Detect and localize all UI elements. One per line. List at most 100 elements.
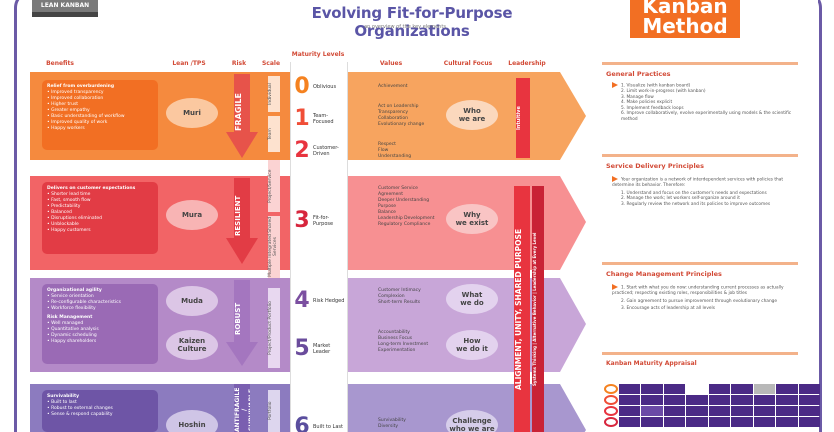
brand-line-1: Kanban xyxy=(642,0,728,18)
scale-project-service: Project/Service xyxy=(268,160,280,212)
benefit-item: • Greater empathy xyxy=(47,108,90,113)
benefit-item: • Balanced xyxy=(47,210,72,215)
cultural-oval-who: Who we are xyxy=(446,100,498,130)
value-item: Deeper Understanding xyxy=(378,198,430,203)
benefit-item: • Dynamic scheduling xyxy=(47,333,97,338)
cultural-oval-how: How we do it xyxy=(446,330,498,360)
maturity-name: Risk Hedged xyxy=(313,298,345,304)
logo-underline xyxy=(32,12,98,17)
maturity-number: 2 xyxy=(294,138,310,163)
risk-arrow-robust xyxy=(226,342,258,366)
section-rule xyxy=(602,262,798,265)
values-level-4: Customer Intimacy Complexion Short-term … xyxy=(378,288,421,306)
maturity-number: 0 xyxy=(294,74,310,99)
appraisal-cell xyxy=(663,384,686,394)
brand-line-2: Method xyxy=(642,14,728,38)
appraisal-cell xyxy=(686,417,708,427)
value-item: Accountability xyxy=(378,330,410,335)
benefit-item: • Improved transparency xyxy=(47,90,104,95)
appraisal-cell xyxy=(776,384,798,394)
col-values: Values xyxy=(379,60,403,67)
kanban-method-title: Kanban Method xyxy=(630,0,740,38)
appraisal-cell xyxy=(663,406,686,416)
col-benefits: Benefits xyxy=(46,60,74,67)
leadership-subtitle: Systems Thinking | Alternative Behavior … xyxy=(532,186,544,432)
appraisal-grid xyxy=(604,384,820,427)
appraisal-level-marker xyxy=(604,417,618,427)
side-panel xyxy=(596,0,818,432)
appraisal-cell xyxy=(776,417,798,427)
benefit-item: • Happy shareholders xyxy=(47,339,97,344)
value-item: Understanding xyxy=(378,154,412,159)
value-item: Balance xyxy=(378,210,396,215)
appraisal-cell xyxy=(731,395,753,405)
value-item: Business Focus xyxy=(378,336,413,341)
value-item: Short-term Results xyxy=(378,300,421,305)
benefit-item: • Sense & respond capability xyxy=(47,412,113,417)
benefit-item: • Service orientation xyxy=(47,294,94,299)
maturity-number: 3 xyxy=(294,208,310,233)
arrow-icon xyxy=(612,82,618,88)
appraisal-cell xyxy=(686,406,708,416)
appraisal-level-marker xyxy=(604,395,618,405)
value-item: Evolutionary change xyxy=(378,122,425,127)
appraisal-cell xyxy=(641,417,663,427)
maturity-number: 4 xyxy=(294,288,310,313)
arrow-icon xyxy=(612,284,618,290)
appraisal-cell xyxy=(641,395,663,405)
section-body-change: 1. Start with what you do now: understan… xyxy=(612,284,784,312)
maturity-level-4: 4 Risk Hedged xyxy=(293,290,347,312)
maturity-level-3: 3 Fit-for-Purpose xyxy=(293,210,347,232)
maturity-number: 1 xyxy=(294,106,310,131)
col-lean: Lean /TPS xyxy=(172,60,206,67)
value-item: Transparency xyxy=(378,110,409,115)
values-level-3: Customer Service Agreement Deeper Unders… xyxy=(378,186,434,228)
appraisal-cell xyxy=(708,406,731,416)
leadership-intuitive: Intuitive xyxy=(516,78,530,158)
appraisal-cell xyxy=(798,384,820,394)
appraisal-cell xyxy=(708,395,731,405)
values-level-6: Survivability Diversity xyxy=(378,418,406,430)
appraisal-cell xyxy=(663,395,686,405)
risk-label-antifragile: ANTIFRAGILE / SURVIVABLE xyxy=(234,388,250,432)
value-item: Agreement xyxy=(378,192,403,197)
maturity-level-1: 1 Team-Focused xyxy=(293,108,347,130)
maturity-name: Fit-for-Purpose xyxy=(313,215,334,227)
appraisal-cell xyxy=(686,395,708,405)
maturity-column xyxy=(290,62,348,432)
value-item: Experimentation xyxy=(378,348,416,353)
values-level-1: Act on Leadership Transparency Collabora… xyxy=(378,104,424,128)
appraisal-cell xyxy=(798,406,820,416)
scale-team: Team xyxy=(268,116,280,152)
maturity-name: Team-Focused xyxy=(313,113,334,125)
appraisal-cell xyxy=(641,406,663,416)
value-item: Respect xyxy=(378,142,396,147)
maturity-level-6: 6 Built to Last xyxy=(293,416,347,432)
appraisal-cell xyxy=(663,417,686,427)
cultural-oval-what: What we do xyxy=(446,284,498,314)
col-maturity-levels: Maturity Levels xyxy=(291,51,345,58)
col-risk: Risk xyxy=(231,60,247,67)
value-item: Regulatory Compliance xyxy=(378,222,431,227)
benefit-header: Relief from overburdening xyxy=(47,84,115,89)
col-cultural: Cultural Focus xyxy=(443,60,493,67)
scale-individual: Individual xyxy=(268,76,280,112)
cultural-oval-challenge: Challenge who we are xyxy=(446,410,498,432)
section-rule xyxy=(602,154,798,157)
appraisal-cell xyxy=(753,384,776,394)
appraisal-cell xyxy=(731,384,753,394)
benefit-item: • Happy customers xyxy=(47,228,91,233)
appraisal-cell xyxy=(708,417,731,427)
appraisal-cell xyxy=(753,395,776,405)
risk-bar-resilient xyxy=(234,178,250,238)
value-item: Purpose xyxy=(378,204,397,209)
maturity-number: 6 xyxy=(294,414,310,432)
benefit-header: Delivers on customer expectations xyxy=(47,186,136,191)
poster-frame xyxy=(14,0,822,432)
risk-label-fragile: FRAGILE xyxy=(234,93,243,131)
risk-arrow-fragile xyxy=(226,132,258,158)
arrow-icon xyxy=(612,176,618,182)
maturity-level-5: 5 Market Leader xyxy=(293,338,347,360)
benefit-item: • Improved collaboration xyxy=(47,96,104,101)
maturity-name: Customer-Driven xyxy=(313,145,339,157)
